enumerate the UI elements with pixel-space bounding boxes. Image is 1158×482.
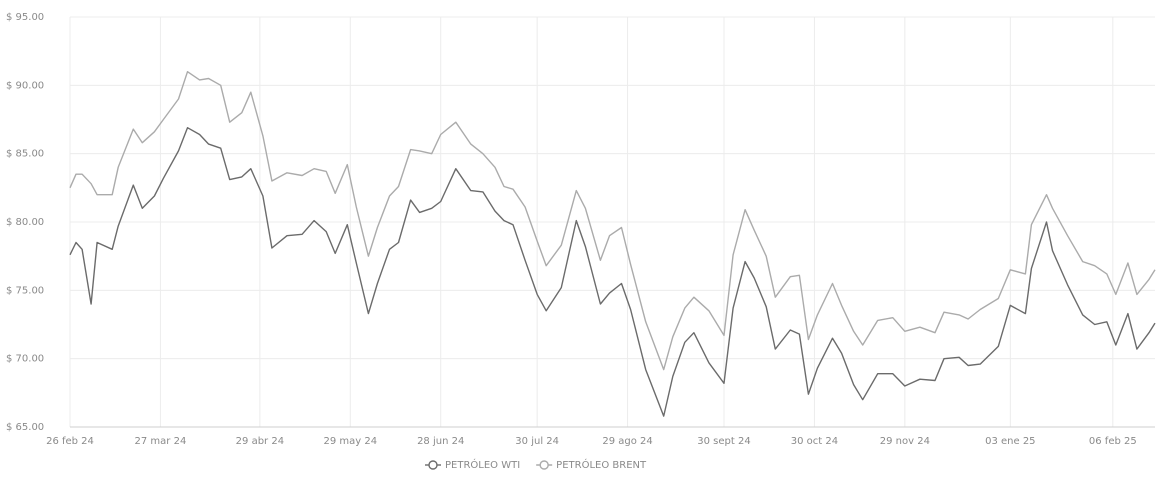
x-tick-label: 26 feb 24 <box>46 436 94 447</box>
data-line <box>69 127 1156 417</box>
y-tick-label: $ 90.00 <box>6 80 44 91</box>
y-tick-label: $ 70.00 <box>6 354 44 365</box>
x-tick-label: 30 jul 24 <box>515 436 559 447</box>
x-tick-label: 06 feb 25 <box>1089 436 1137 447</box>
legend-marker <box>539 460 549 470</box>
data-line <box>69 71 1156 371</box>
x-tick-label: 03 ene 25 <box>985 436 1035 447</box>
x-tick-label: 29 abr 24 <box>236 436 284 447</box>
y-tick-label: $ 75.00 <box>6 285 44 296</box>
legend-label: PETRÓLEO BRENT <box>556 458 647 471</box>
y-tick-label: $ 95.00 <box>6 12 44 23</box>
x-tick-label: 29 ago 24 <box>602 436 652 447</box>
y-tick-label: $ 65.00 <box>6 422 44 433</box>
x-tick-label: 29 nov 24 <box>880 436 930 447</box>
legend-item: PETRÓLEO WTI <box>425 458 520 471</box>
legend-marker <box>428 460 438 470</box>
legend-item: PETRÓLEO BRENT <box>536 458 647 471</box>
x-tick-label: 28 jun 24 <box>417 436 464 447</box>
legend-label: PETRÓLEO WTI <box>445 458 520 471</box>
y-tick-label: $ 85.00 <box>6 149 44 160</box>
x-tick-label: 29 may 24 <box>323 436 377 447</box>
x-tick-label: 30 sept 24 <box>697 436 750 447</box>
x-tick-label: 30 oct 24 <box>791 436 838 447</box>
x-tick-label: 27 mar 24 <box>135 436 187 447</box>
y-tick-label: $ 80.00 <box>6 217 44 228</box>
